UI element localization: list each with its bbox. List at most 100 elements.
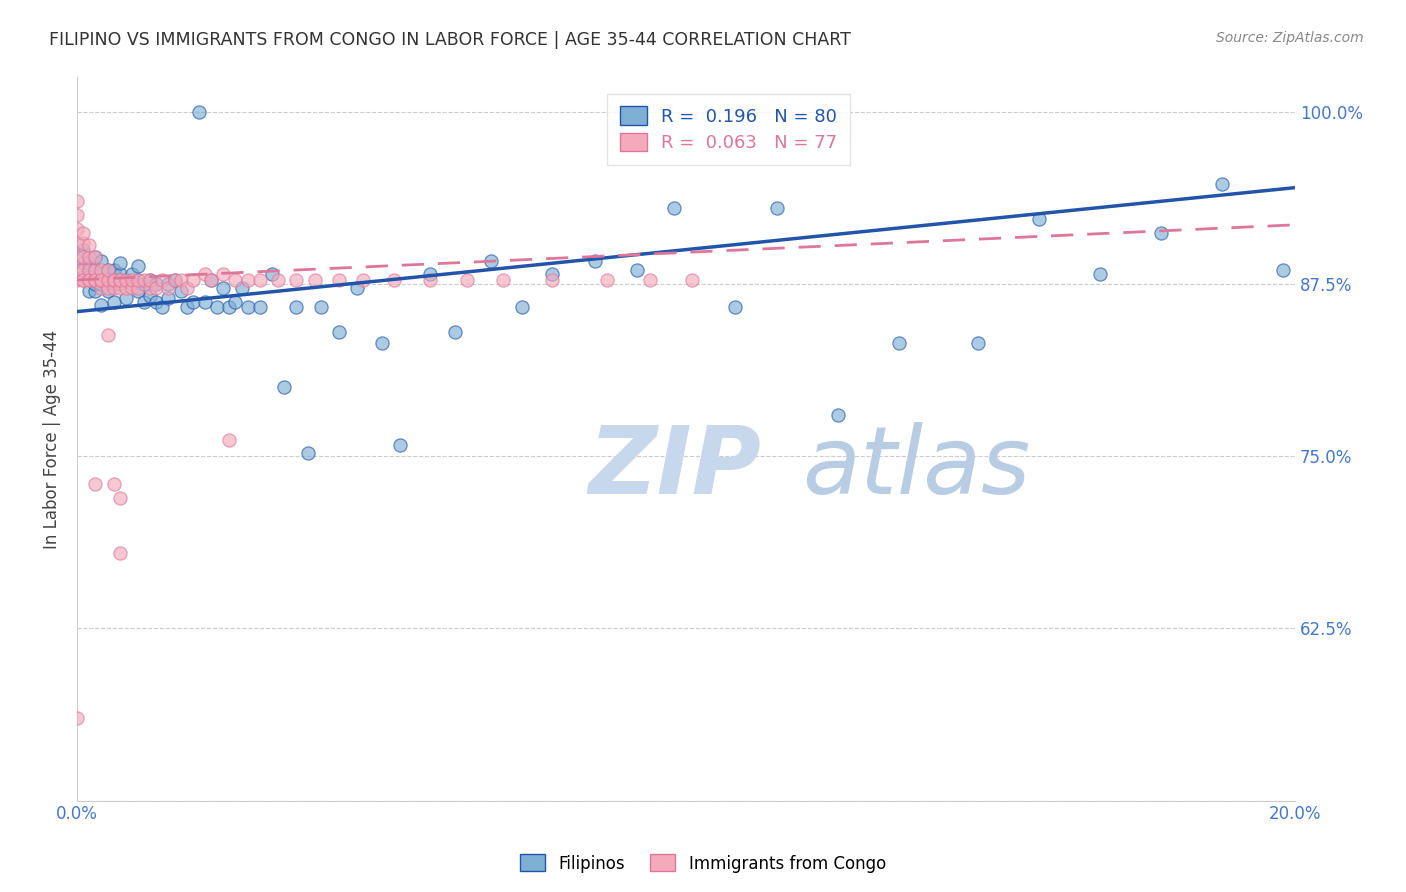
Point [103,295,125,310]
Point [96,263,118,277]
Point [72,226,94,240]
Point [157,277,180,291]
Point [66,273,89,287]
Point [419,273,441,287]
Point [72,256,94,270]
Point [121,268,143,282]
Point [145,277,167,291]
Point [1271,263,1294,277]
Point [90,268,112,282]
Point [84,263,107,277]
Point [108,546,131,560]
Point [108,491,131,505]
Point [90,253,112,268]
Point [285,301,308,315]
Point [121,277,143,291]
Point [1028,212,1050,227]
Point [84,263,107,277]
Point [169,284,191,298]
Point [96,273,118,287]
Point [103,273,125,287]
Point [114,273,136,287]
Point [638,273,661,287]
Point [382,273,405,287]
Point [77,273,100,287]
Point [583,253,606,268]
Point [309,301,332,315]
Point [1150,226,1173,240]
Point [827,408,849,422]
Point [260,268,283,282]
Point [297,446,319,460]
Point [1088,268,1111,282]
Point [157,291,180,305]
Point [139,273,162,287]
Point [267,273,290,287]
Point [84,273,107,287]
Point [626,263,648,277]
Point [132,295,155,310]
Point [249,273,271,287]
Point [84,273,107,287]
Point [96,328,118,343]
Point [72,250,94,264]
Point [370,336,392,351]
Point [176,281,198,295]
Point [596,273,619,287]
Point [84,250,107,264]
Point [84,277,107,291]
Point [84,476,107,491]
Point [127,284,149,298]
Point [72,270,94,285]
Point [132,273,155,287]
Point [181,273,204,287]
Point [236,301,259,315]
Point [108,277,131,291]
Point [163,273,186,287]
Point [103,263,125,277]
Point [681,273,703,287]
Point [273,380,295,394]
Legend: Filipinos, Immigrants from Congo: Filipinos, Immigrants from Congo [513,847,893,880]
Point [103,277,125,291]
Point [967,336,990,351]
Point [90,263,112,277]
Point [72,273,94,287]
Point [96,284,118,298]
Point [90,273,112,287]
Point [139,273,162,287]
Text: atlas: atlas [801,423,1031,514]
Y-axis label: In Labor Force | Age 35-44: In Labor Force | Age 35-44 [44,329,60,549]
Point [121,281,143,295]
Point [249,301,271,315]
Point [724,301,747,315]
Point [90,273,112,287]
Point [108,268,131,282]
Point [766,202,789,216]
Point [84,250,107,264]
Point [84,284,107,298]
Point [328,326,350,340]
Point [492,273,515,287]
Point [541,268,564,282]
Point [72,263,94,277]
Point [66,222,89,236]
Point [96,273,118,287]
Point [200,273,222,287]
Point [352,273,374,287]
Point [181,295,204,310]
Point [388,438,411,452]
Point [103,281,125,295]
Point [66,194,89,209]
Point [72,273,94,287]
Point [218,433,240,447]
Point [169,273,191,287]
Point [224,273,246,287]
Point [145,281,167,295]
Point [114,291,136,305]
Point [236,273,259,287]
Point [66,235,89,250]
Point [72,243,94,257]
Point [163,273,186,287]
Point [114,273,136,287]
